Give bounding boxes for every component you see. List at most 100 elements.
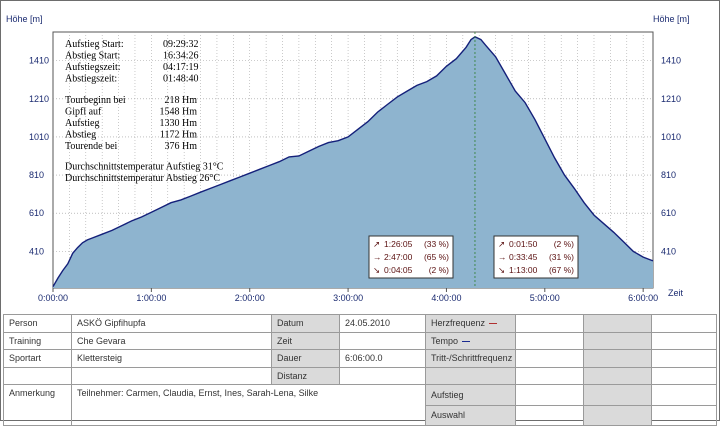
- info-table: Person ASKÖ Gipfihupfa Datum 24.05.2010 …: [3, 314, 717, 426]
- annotation-value: 376 Hm: [165, 141, 198, 152]
- annotation-value: 01:48:40: [163, 74, 199, 85]
- cadence-label: Tritt-/Schrittfrequenz: [425, 349, 516, 368]
- date-value[interactable]: 24.05.2010: [339, 314, 426, 333]
- descent-stats-box: ↗ 0:01:50 (2 %) → 0:33:45 (31 %) ↘ 1:13:00 (67 %…: [493, 235, 579, 279]
- note-value[interactable]: Teilnehmer: Carmen, Claudia, Ernst, Ines…: [71, 384, 426, 426]
- person-value[interactable]: ASKÖ Gipfihupfa: [71, 314, 272, 333]
- sport-value[interactable]: Klettersteig: [71, 349, 272, 368]
- stats-percent: (2 %): [554, 239, 574, 249]
- annotation-label: Tourende bei: [65, 141, 118, 152]
- stats-box-frame: [493, 235, 579, 279]
- stats-time: 0:33:45: [509, 252, 538, 262]
- x-tick-label: 2:00:00: [235, 293, 265, 303]
- y-axis-label-right: Höhe [m]: [653, 14, 690, 24]
- empty-cell: [651, 404, 717, 426]
- y-axis-label-left: Höhe [m]: [6, 14, 43, 24]
- y-tick-label-right: 1210: [661, 94, 681, 104]
- selection-label: Auswahl: [425, 404, 516, 426]
- tempo-label: Tempo: [425, 331, 516, 350]
- duration-value[interactable]: 6:06:00.0: [339, 349, 426, 368]
- y-tick-label-right: 810: [661, 170, 676, 180]
- annotation-label: Tourbeginn bei: [65, 95, 126, 106]
- y-tick-label-left: 1410: [29, 56, 49, 66]
- empty-cell: [515, 404, 584, 426]
- empty-cell: [515, 349, 584, 368]
- empty-cell: [651, 314, 717, 333]
- stats-percent: (31 %): [549, 252, 574, 262]
- stats-time: 1:26:05: [384, 239, 413, 249]
- empty-cell: [515, 384, 584, 406]
- empty-cell: [651, 384, 717, 406]
- y-tick-label-left: 1210: [29, 94, 49, 104]
- table-row: Sportart Klettersteig Dauer 6:06:00.0 Tr…: [3, 349, 717, 368]
- summary-annotations: Aufstieg Start: 09:29:32 Abstieg Start: 16:…: [65, 39, 224, 184]
- stats-percent: (65 %): [424, 252, 449, 262]
- person-label: Person: [3, 314, 72, 333]
- x-tick-label: 6:00:00: [628, 293, 658, 303]
- annotation-value: 04:17:19: [163, 62, 199, 73]
- annotation-label: Aufstiegszeit:: [65, 62, 121, 73]
- table-row: Anmerkung Teilnehmer: Carmen, Claudia, E…: [3, 384, 717, 426]
- time-value[interactable]: [339, 331, 426, 350]
- distance-value[interactable]: [339, 366, 426, 385]
- temperature-annotation: Durchschnittstemperatur Aufstieg 31°C: [65, 162, 224, 173]
- annotation-label: Abstieg: [65, 130, 96, 141]
- training-label: Training: [3, 331, 72, 350]
- annotation-label: Abstieg Start:: [65, 51, 120, 62]
- empty-cell: [3, 366, 72, 385]
- time-label: Zeit: [271, 331, 340, 350]
- table-row: Distanz: [3, 366, 717, 385]
- empty-cell: [583, 349, 652, 368]
- stats-time: 0:04:05: [384, 265, 413, 275]
- tempo-legend-line: [462, 340, 471, 342]
- empty-cell: [425, 366, 516, 385]
- y-tick-label-left: 1010: [29, 132, 49, 142]
- empty-cell: [583, 366, 652, 385]
- stats-direction-icon: →: [373, 252, 382, 262]
- stats-time: 1:13:00: [509, 265, 538, 275]
- y-tick-label-right: 610: [661, 208, 676, 218]
- annotation-label: Abstiegszeit:: [65, 74, 117, 85]
- annotation-label: Gipfl auf: [65, 107, 102, 118]
- stats-percent: (2 %): [429, 265, 449, 275]
- y-tick-label-right: 410: [661, 246, 676, 256]
- empty-cell: [515, 366, 584, 385]
- x-tick-label: 4:00:00: [431, 293, 461, 303]
- axis-ticks: 410 410 610 610 810 810 1010 1010 1210 1210 1410 14…: [29, 56, 681, 303]
- y-tick-label-left: 810: [29, 170, 44, 180]
- annotation-value: 218 Hm: [165, 95, 198, 106]
- annotation-value: 1548 Hm: [160, 107, 198, 118]
- distance-label: Distanz: [271, 366, 340, 385]
- empty-cell: [515, 331, 584, 350]
- stats-percent: (33 %): [424, 239, 449, 249]
- heart-rate-label: Herzfrequenz: [425, 314, 516, 333]
- empty-cell: [651, 331, 717, 350]
- heart-rate-legend-line: [489, 323, 498, 325]
- x-tick-label: 5:00:00: [530, 293, 560, 303]
- sport-label: Sportart: [3, 349, 72, 368]
- stats-percent: (67 %): [549, 265, 574, 275]
- elevation-chart: 410 410 610 610 810 810 1010 1010 1210 1210 1410 14…: [6, 14, 690, 303]
- annotation-value: 09:29:32: [163, 39, 199, 50]
- y-tick-label-left: 610: [29, 208, 44, 218]
- y-tick-label-right: 1410: [661, 56, 681, 66]
- empty-cell: [651, 349, 717, 368]
- temperature-annotation: Durchschnittstemperatur Abstieg 26°C: [65, 173, 220, 184]
- ascent-label: Aufstieg: [425, 384, 516, 406]
- annotation-value: 1172 Hm: [160, 130, 197, 141]
- stats-direction-icon: ↗: [373, 239, 380, 249]
- elevation-area: [52, 35, 654, 288]
- y-tick-label-left: 410: [29, 246, 44, 256]
- empty-cell: [651, 366, 717, 385]
- stats-direction-icon: ↘: [498, 265, 505, 275]
- annotation-label: Aufstieg Start:: [65, 39, 124, 50]
- x-tick-label: 0:00:00: [38, 293, 68, 303]
- empty-cell: [583, 331, 652, 350]
- empty-cell: [583, 404, 652, 426]
- training-value[interactable]: Che Gevara: [71, 331, 272, 350]
- stats-direction-icon: →: [498, 252, 507, 262]
- stats-box-frame: [368, 235, 454, 279]
- x-axis-label: Zeit: [668, 288, 684, 298]
- y-tick-label-right: 1010: [661, 132, 681, 142]
- stats-direction-icon: ↘: [373, 265, 380, 275]
